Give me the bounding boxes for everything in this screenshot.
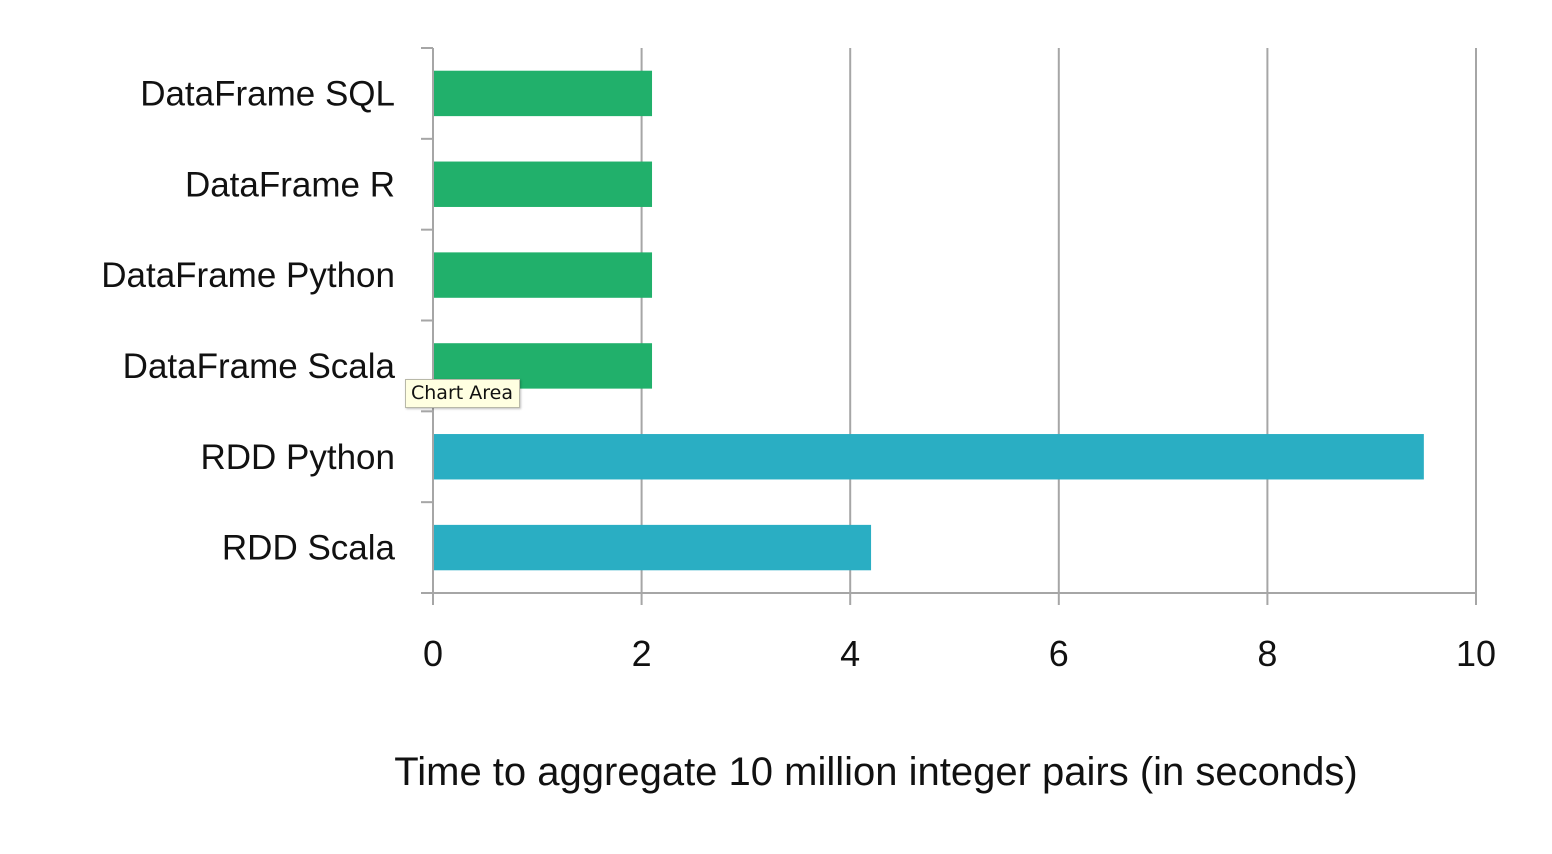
- chart-area-tooltip: Chart Area: [405, 379, 520, 408]
- bars: [434, 70, 1424, 571]
- x-tick-label: 2: [632, 633, 652, 674]
- x-tick-label: 10: [1456, 633, 1496, 674]
- vertical-gridlines: [640, 48, 1477, 593]
- x-axis-title: Time to aggregate 10 million integer pai…: [394, 750, 1357, 794]
- bar-dataframe-python: [434, 252, 653, 298]
- category-label: RDD Scala: [222, 529, 396, 568]
- bar-dataframe-r: [434, 161, 653, 207]
- category-label: DataFrame Python: [101, 256, 395, 295]
- bar-rdd-scala: [434, 524, 872, 571]
- category-label: DataFrame Scala: [123, 347, 396, 386]
- axes: [421, 47, 1477, 605]
- x-tick-label: 4: [840, 633, 860, 674]
- x-tick-labels: 0 2 4 6 8 10: [423, 633, 1496, 674]
- x-tick-label: 8: [1257, 633, 1277, 674]
- bar-rdd-python: [434, 434, 1424, 480]
- x-tick-label: 6: [1049, 633, 1069, 674]
- category-labels: DataFrame SQL DataFrame R DataFrame Python…: [101, 74, 395, 567]
- category-label: RDD Python: [200, 438, 395, 477]
- bar-dataframe-sql: [434, 70, 653, 117]
- x-tick-label: 0: [423, 633, 443, 674]
- category-label: DataFrame SQL: [140, 74, 395, 113]
- category-label: DataFrame R: [185, 165, 395, 204]
